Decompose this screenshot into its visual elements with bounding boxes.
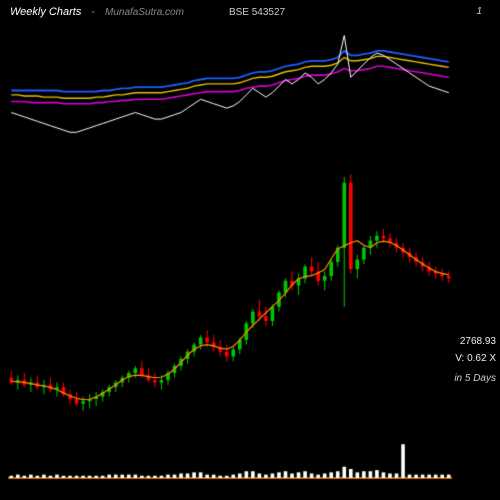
chart-header: Weekly Charts - MunafaSutra.com BSE 5435… [10, 6, 490, 18]
site-name: MunafaSutra.com [105, 7, 184, 18]
price-readout: 2768.93 [460, 335, 496, 349]
separator: - [91, 6, 95, 18]
period-readout: in 5 Days [454, 372, 496, 386]
volume-panel [0, 440, 500, 480]
page-number: 1 [476, 6, 482, 17]
chart-title: Weekly Charts [10, 6, 81, 18]
ticker-label: BSE 543527 [229, 7, 285, 18]
indicator-panel [0, 30, 500, 140]
candlestick-chart[interactable] [0, 165, 500, 425]
metric-readout: V: 0.62 X [455, 352, 496, 366]
